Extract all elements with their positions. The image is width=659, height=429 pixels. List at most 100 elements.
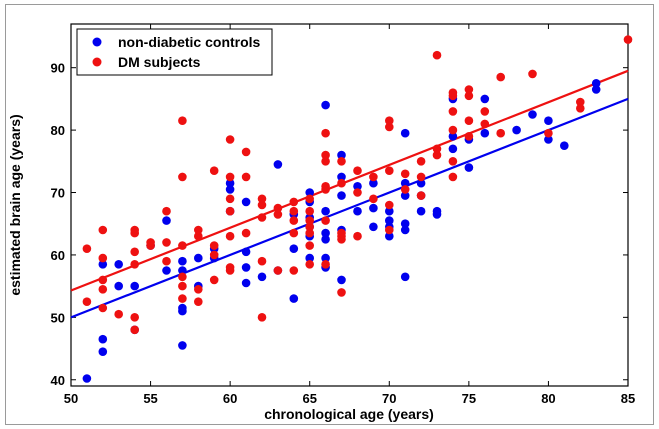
y-tick-label: 60 xyxy=(51,248,65,263)
dm-point xyxy=(305,194,315,204)
dm-point xyxy=(130,260,139,269)
x-axis-label: chronological age (years) xyxy=(264,406,434,422)
dm-point xyxy=(225,135,235,144)
control-point xyxy=(241,263,251,272)
dm-point xyxy=(130,225,139,235)
dm-point xyxy=(576,104,585,113)
dm-point xyxy=(225,206,235,216)
dm-point xyxy=(98,225,108,235)
control-point xyxy=(289,244,299,253)
control-point xyxy=(400,128,410,138)
x-tick-label: 85 xyxy=(621,391,635,406)
control-point xyxy=(241,247,251,257)
dm-point xyxy=(321,157,330,166)
dm-point xyxy=(178,294,187,303)
dm-point xyxy=(162,206,171,216)
control-point xyxy=(114,260,123,269)
x-tick-label: 50 xyxy=(64,391,78,406)
data-points xyxy=(82,35,633,383)
y-tick-label: 50 xyxy=(51,310,65,325)
control-point xyxy=(400,219,410,228)
control-point xyxy=(321,100,330,110)
control-point xyxy=(225,178,235,188)
control-point xyxy=(353,206,362,216)
dm-point xyxy=(209,241,219,250)
control-point xyxy=(400,272,410,282)
dm-point xyxy=(162,256,171,266)
control-point xyxy=(560,141,569,150)
dm-point xyxy=(321,150,330,160)
control-point xyxy=(448,132,458,141)
control-fit-line xyxy=(70,97,629,319)
dm-point xyxy=(432,150,442,160)
control-point xyxy=(162,216,171,225)
dm-point xyxy=(385,225,394,235)
dm-point xyxy=(82,244,92,253)
control-point xyxy=(337,191,346,200)
dm-point xyxy=(416,191,426,200)
control-point xyxy=(480,128,490,138)
dm-point xyxy=(337,157,346,166)
control-point xyxy=(369,222,378,232)
control-point xyxy=(305,188,315,197)
dm-point xyxy=(305,228,315,238)
dm-point xyxy=(448,157,458,166)
dm-point xyxy=(369,194,378,204)
control-point xyxy=(512,125,521,135)
dm-point xyxy=(385,200,394,210)
dm-point xyxy=(241,147,251,157)
control-point xyxy=(98,260,108,269)
dm-point xyxy=(305,260,315,269)
dm-point xyxy=(273,210,283,219)
dm-point xyxy=(353,188,362,197)
dm-point xyxy=(257,256,267,266)
control-point xyxy=(400,178,410,188)
dm-point xyxy=(194,231,203,241)
dm-point xyxy=(178,281,187,291)
control-point xyxy=(98,347,108,357)
dm-point xyxy=(464,116,474,125)
legend-label-controls: non-diabetic controls xyxy=(118,34,261,50)
dm-point xyxy=(321,260,330,269)
control-point xyxy=(257,272,267,282)
dm-point xyxy=(385,122,394,132)
legend-label-dm: DM subjects xyxy=(118,54,201,70)
dm-point xyxy=(480,107,490,116)
control-point xyxy=(464,163,474,172)
dm-point xyxy=(448,88,458,97)
legend-marker-controls xyxy=(92,37,102,47)
control-point xyxy=(178,303,187,313)
dm-point xyxy=(194,297,203,307)
dm-point xyxy=(225,172,235,182)
dm-point xyxy=(400,169,410,179)
dm-point xyxy=(98,253,108,263)
control-point xyxy=(337,172,346,182)
dm-point xyxy=(385,166,394,175)
control-point xyxy=(369,178,378,188)
y-tick-label: 90 xyxy=(51,61,65,76)
dm-point xyxy=(432,144,442,154)
dm-point xyxy=(448,172,458,182)
dm-point xyxy=(257,194,267,204)
dm-point xyxy=(321,182,330,191)
dm-point xyxy=(114,309,123,319)
dm-point xyxy=(130,247,139,257)
x-tick-label: 80 xyxy=(541,391,555,406)
dm-point xyxy=(98,303,108,313)
dm-point xyxy=(305,222,315,232)
dm-point xyxy=(385,116,394,125)
dm-point xyxy=(305,241,315,250)
x-tick-label: 75 xyxy=(462,391,476,406)
control-point xyxy=(385,231,394,241)
dm-point xyxy=(257,313,267,322)
dm-point xyxy=(82,297,92,307)
dm-point xyxy=(432,50,442,60)
control-point xyxy=(400,191,410,200)
control-point xyxy=(321,206,330,216)
plot-area xyxy=(70,23,629,387)
axis-ticks: 50 55 60 65 70 75 80 85 40 50 60 70 80 90 xyxy=(51,24,635,406)
dm-point xyxy=(225,194,235,204)
dm-point xyxy=(544,128,553,138)
dm-point xyxy=(209,166,219,175)
dm-point xyxy=(130,325,139,335)
